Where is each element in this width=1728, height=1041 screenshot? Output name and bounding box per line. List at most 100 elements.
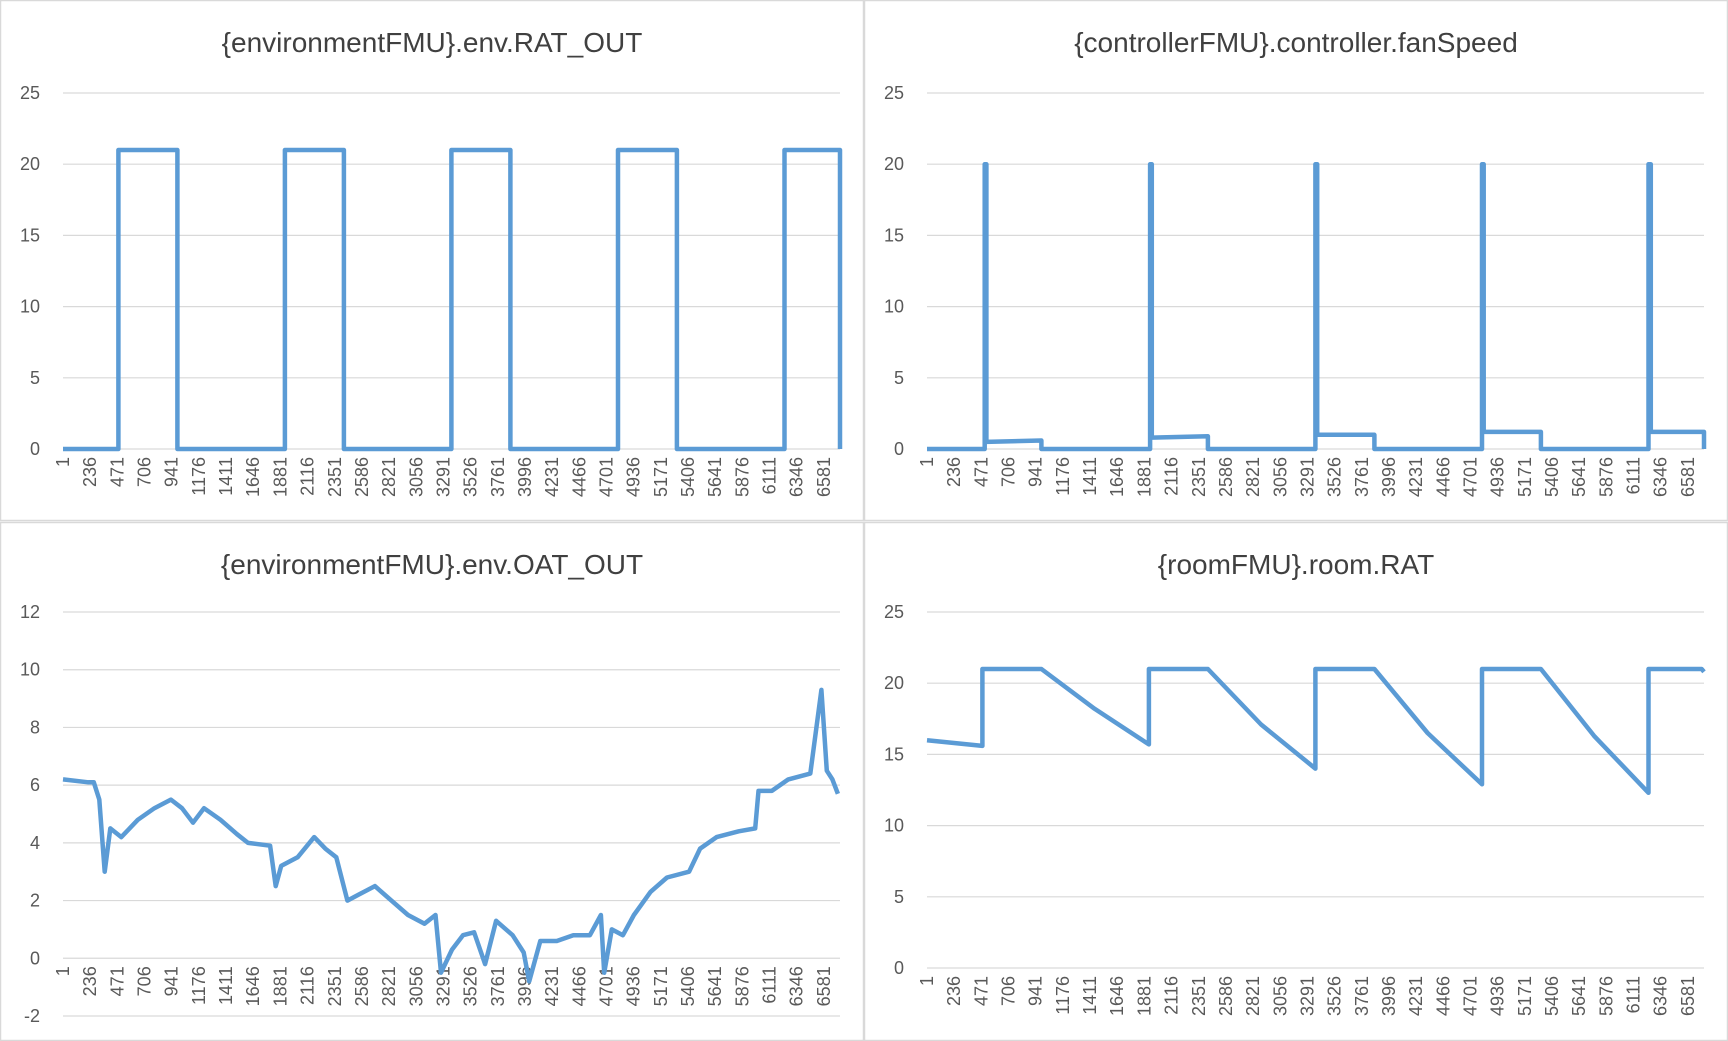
chart-title: {environmentFMU}.env.RAT_OUT xyxy=(222,27,643,58)
x-tick-label: 3056 xyxy=(1270,976,1290,1016)
x-tick-label: 6346 xyxy=(1651,457,1671,497)
x-tick-label: 471 xyxy=(971,457,991,487)
y-tick-label: 10 xyxy=(884,297,904,317)
x-tick-label: 941 xyxy=(162,457,182,487)
y-tick-label: 20 xyxy=(20,154,40,174)
y-tick-label: 0 xyxy=(30,948,40,968)
data-line xyxy=(927,161,1707,452)
y-tick-label: 25 xyxy=(884,83,904,103)
x-tick-label: 5876 xyxy=(732,966,752,1006)
x-tick-label: 4936 xyxy=(624,966,644,1006)
y-tick-label: 15 xyxy=(884,744,904,764)
y-tick-label: 0 xyxy=(894,958,904,978)
y-tick-label: 15 xyxy=(20,225,40,245)
x-tick-label: 5171 xyxy=(1515,976,1535,1016)
chart-title: {environmentFMU}.env.OAT_OUT xyxy=(221,549,643,580)
x-tick-label: 6111 xyxy=(1624,457,1644,494)
x-tick-label: 6346 xyxy=(787,966,807,1006)
y-tick-label: 4 xyxy=(30,833,40,853)
x-tick-label: 5876 xyxy=(1596,976,1616,1016)
x-tick-label: 3761 xyxy=(1352,976,1372,1016)
y-tick-label: 12 xyxy=(20,602,40,622)
y-tick-label: 2 xyxy=(30,891,40,911)
x-tick-label: 5171 xyxy=(1515,457,1535,497)
x-tick-label: 4701 xyxy=(1461,976,1481,1016)
x-tick-label: 1176 xyxy=(189,966,209,1005)
x-tick-label: 3291 xyxy=(433,457,453,497)
x-tick-label: 3291 xyxy=(1297,457,1317,497)
x-tick-label: 2116 xyxy=(1162,976,1182,1015)
y-tick-label: 10 xyxy=(884,816,904,836)
x-tick-label: 4231 xyxy=(1406,457,1426,497)
x-tick-label: 3526 xyxy=(461,457,481,497)
x-tick-label: 4701 xyxy=(1461,457,1481,497)
x-tick-label: 2586 xyxy=(352,457,372,497)
x-tick-label: 5406 xyxy=(678,457,698,497)
x-tick-label: 3056 xyxy=(406,966,426,1006)
x-tick-label: 236 xyxy=(944,457,964,487)
x-tick-label: 4936 xyxy=(1488,976,1508,1016)
x-tick-label: 5876 xyxy=(732,457,752,497)
x-tick-label: 6346 xyxy=(1651,976,1671,1016)
x-tick-label: 6111 xyxy=(760,457,780,494)
x-tick-label: 3291 xyxy=(433,966,453,1006)
panel-border xyxy=(863,521,1728,1041)
x-tick-label: 2821 xyxy=(1243,976,1263,1016)
x-tick-label: 4936 xyxy=(624,457,644,497)
y-tick-label: 0 xyxy=(894,439,904,459)
x-tick-label: 2116 xyxy=(298,457,318,496)
x-tick-label: 4231 xyxy=(542,966,562,1006)
x-tick-label: 706 xyxy=(135,966,155,996)
data-line xyxy=(62,687,841,984)
x-tick-label: 1411 xyxy=(1080,457,1100,496)
y-tick-label: -2 xyxy=(24,1006,40,1026)
chart-title: {roomFMU}.room.RAT xyxy=(1158,549,1434,580)
panel-border xyxy=(0,0,865,522)
x-tick-label: 941 xyxy=(1026,976,1046,1006)
x-tick-label: 1411 xyxy=(1080,976,1100,1015)
x-tick-label: 1 xyxy=(53,457,73,467)
x-tick-label: 706 xyxy=(135,457,155,487)
x-tick-label: 5641 xyxy=(705,966,725,1006)
x-tick-label: 1881 xyxy=(270,966,290,1006)
x-tick-label: 706 xyxy=(999,976,1019,1006)
x-tick-label: 3056 xyxy=(406,457,426,497)
x-tick-label: 1176 xyxy=(189,457,209,496)
x-tick-label: 2821 xyxy=(1243,457,1263,497)
x-tick-label: 471 xyxy=(971,976,991,1006)
x-tick-label: 2586 xyxy=(1216,976,1236,1016)
x-tick-label: 1411 xyxy=(216,966,236,1005)
x-tick-label: 4231 xyxy=(542,457,562,497)
x-tick-label: 3761 xyxy=(488,457,508,497)
x-tick-label: 4701 xyxy=(597,966,617,1006)
x-tick-label: 1 xyxy=(917,976,937,986)
x-tick-label: 6111 xyxy=(1624,976,1644,1013)
x-tick-label: 4231 xyxy=(1406,976,1426,1016)
x-tick-label: 1411 xyxy=(216,457,236,496)
x-tick-label: 1176 xyxy=(1053,457,1073,496)
x-tick-label: 2586 xyxy=(352,966,372,1006)
x-tick-label: 4466 xyxy=(569,966,589,1006)
x-tick-label: 3526 xyxy=(461,966,481,1006)
x-tick-label: 2821 xyxy=(379,457,399,497)
x-tick-label: 1646 xyxy=(1107,457,1127,497)
x-tick-label: 1176 xyxy=(1053,976,1073,1015)
chart-title: {controllerFMU}.controller.fanSpeed xyxy=(1074,27,1518,58)
x-tick-label: 1 xyxy=(917,457,937,467)
x-tick-label: 941 xyxy=(1026,457,1046,487)
x-tick-label: 2351 xyxy=(1189,457,1209,497)
y-tick-label: 10 xyxy=(20,297,40,317)
x-tick-label: 1881 xyxy=(1134,457,1154,497)
x-tick-label: 3291 xyxy=(1297,976,1317,1016)
y-tick-label: 8 xyxy=(30,717,40,737)
x-tick-label: 1646 xyxy=(1107,976,1127,1016)
x-tick-label: 5406 xyxy=(1542,457,1562,497)
x-tick-label: 2821 xyxy=(379,966,399,1006)
x-tick-label: 3526 xyxy=(1325,976,1345,1016)
x-tick-label: 5171 xyxy=(651,457,671,497)
x-tick-label: 3761 xyxy=(488,966,508,1006)
x-tick-label: 471 xyxy=(107,457,127,487)
x-tick-label: 4466 xyxy=(569,457,589,497)
